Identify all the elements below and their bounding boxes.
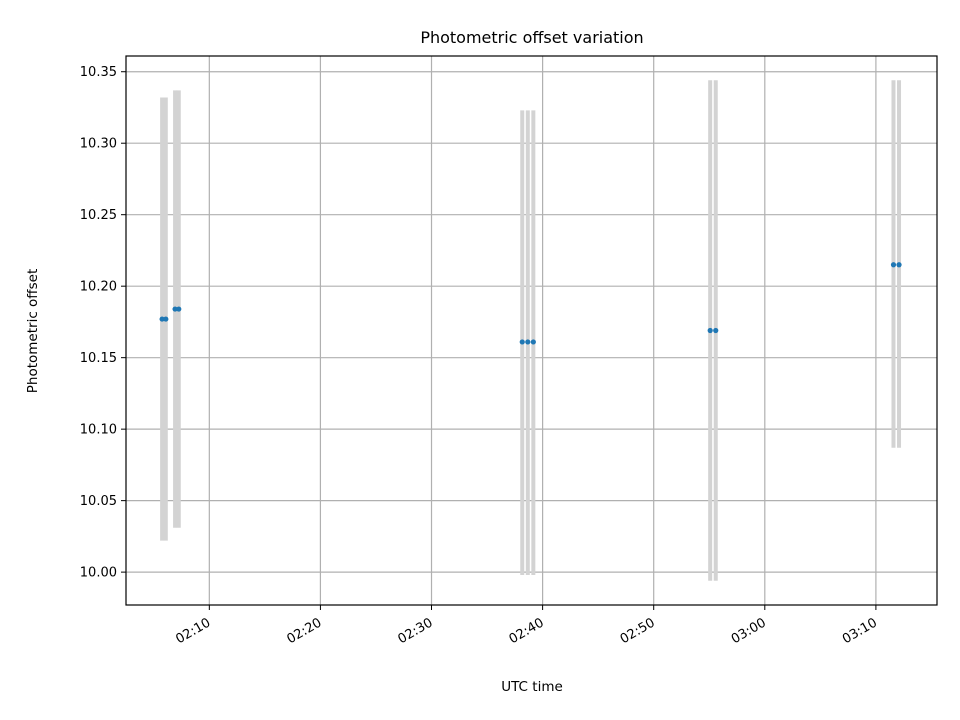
y-tick-label: 10.00 (80, 566, 117, 581)
y-tick-label: 10.10 (80, 423, 117, 438)
y-tick-label: 10.20 (80, 280, 117, 295)
x-tick-label: 02:50 (618, 615, 658, 647)
data-point (159, 316, 165, 322)
data-point (713, 327, 719, 334)
y-tick-label: 10.15 (80, 351, 117, 366)
y-tick-label: 10.35 (80, 65, 117, 80)
data-point (163, 316, 169, 322)
x-ticks: 02:10 02:20 02:30 02:40 02:50 03:00 03:10 (173, 605, 880, 647)
data-point (707, 327, 713, 334)
x-tick-label: 03:10 (840, 615, 880, 647)
error-bars (160, 80, 902, 581)
y-tick-label: 10.05 (80, 494, 117, 509)
x-tick-label: 03:00 (729, 615, 769, 647)
data-point (896, 262, 902, 268)
y-ticks: 10.00 10.05 10.10 10.15 10.20 10.25 10.30 10.35 (80, 65, 126, 581)
data-point (519, 339, 525, 345)
y-tick-label: 10.25 (80, 208, 117, 223)
y-axis-label: Photometric offset (25, 269, 41, 393)
x-tick-label: 02:20 (284, 615, 324, 647)
data-point (525, 339, 531, 345)
y-tick-label: 10.30 (80, 137, 117, 152)
plot-frame (125, 55, 938, 606)
data-point (890, 262, 897, 268)
data-points (159, 262, 902, 345)
data-point (172, 306, 178, 312)
x-tick-label: 02:40 (507, 615, 547, 647)
x-axis-label: UTC time (501, 679, 563, 695)
x-tick-label: 02:30 (396, 615, 436, 647)
data-point (176, 306, 182, 312)
data-point (530, 339, 536, 345)
chart-title: Photometric offset variation (420, 28, 643, 47)
x-tick-label: 02:10 (173, 615, 213, 647)
